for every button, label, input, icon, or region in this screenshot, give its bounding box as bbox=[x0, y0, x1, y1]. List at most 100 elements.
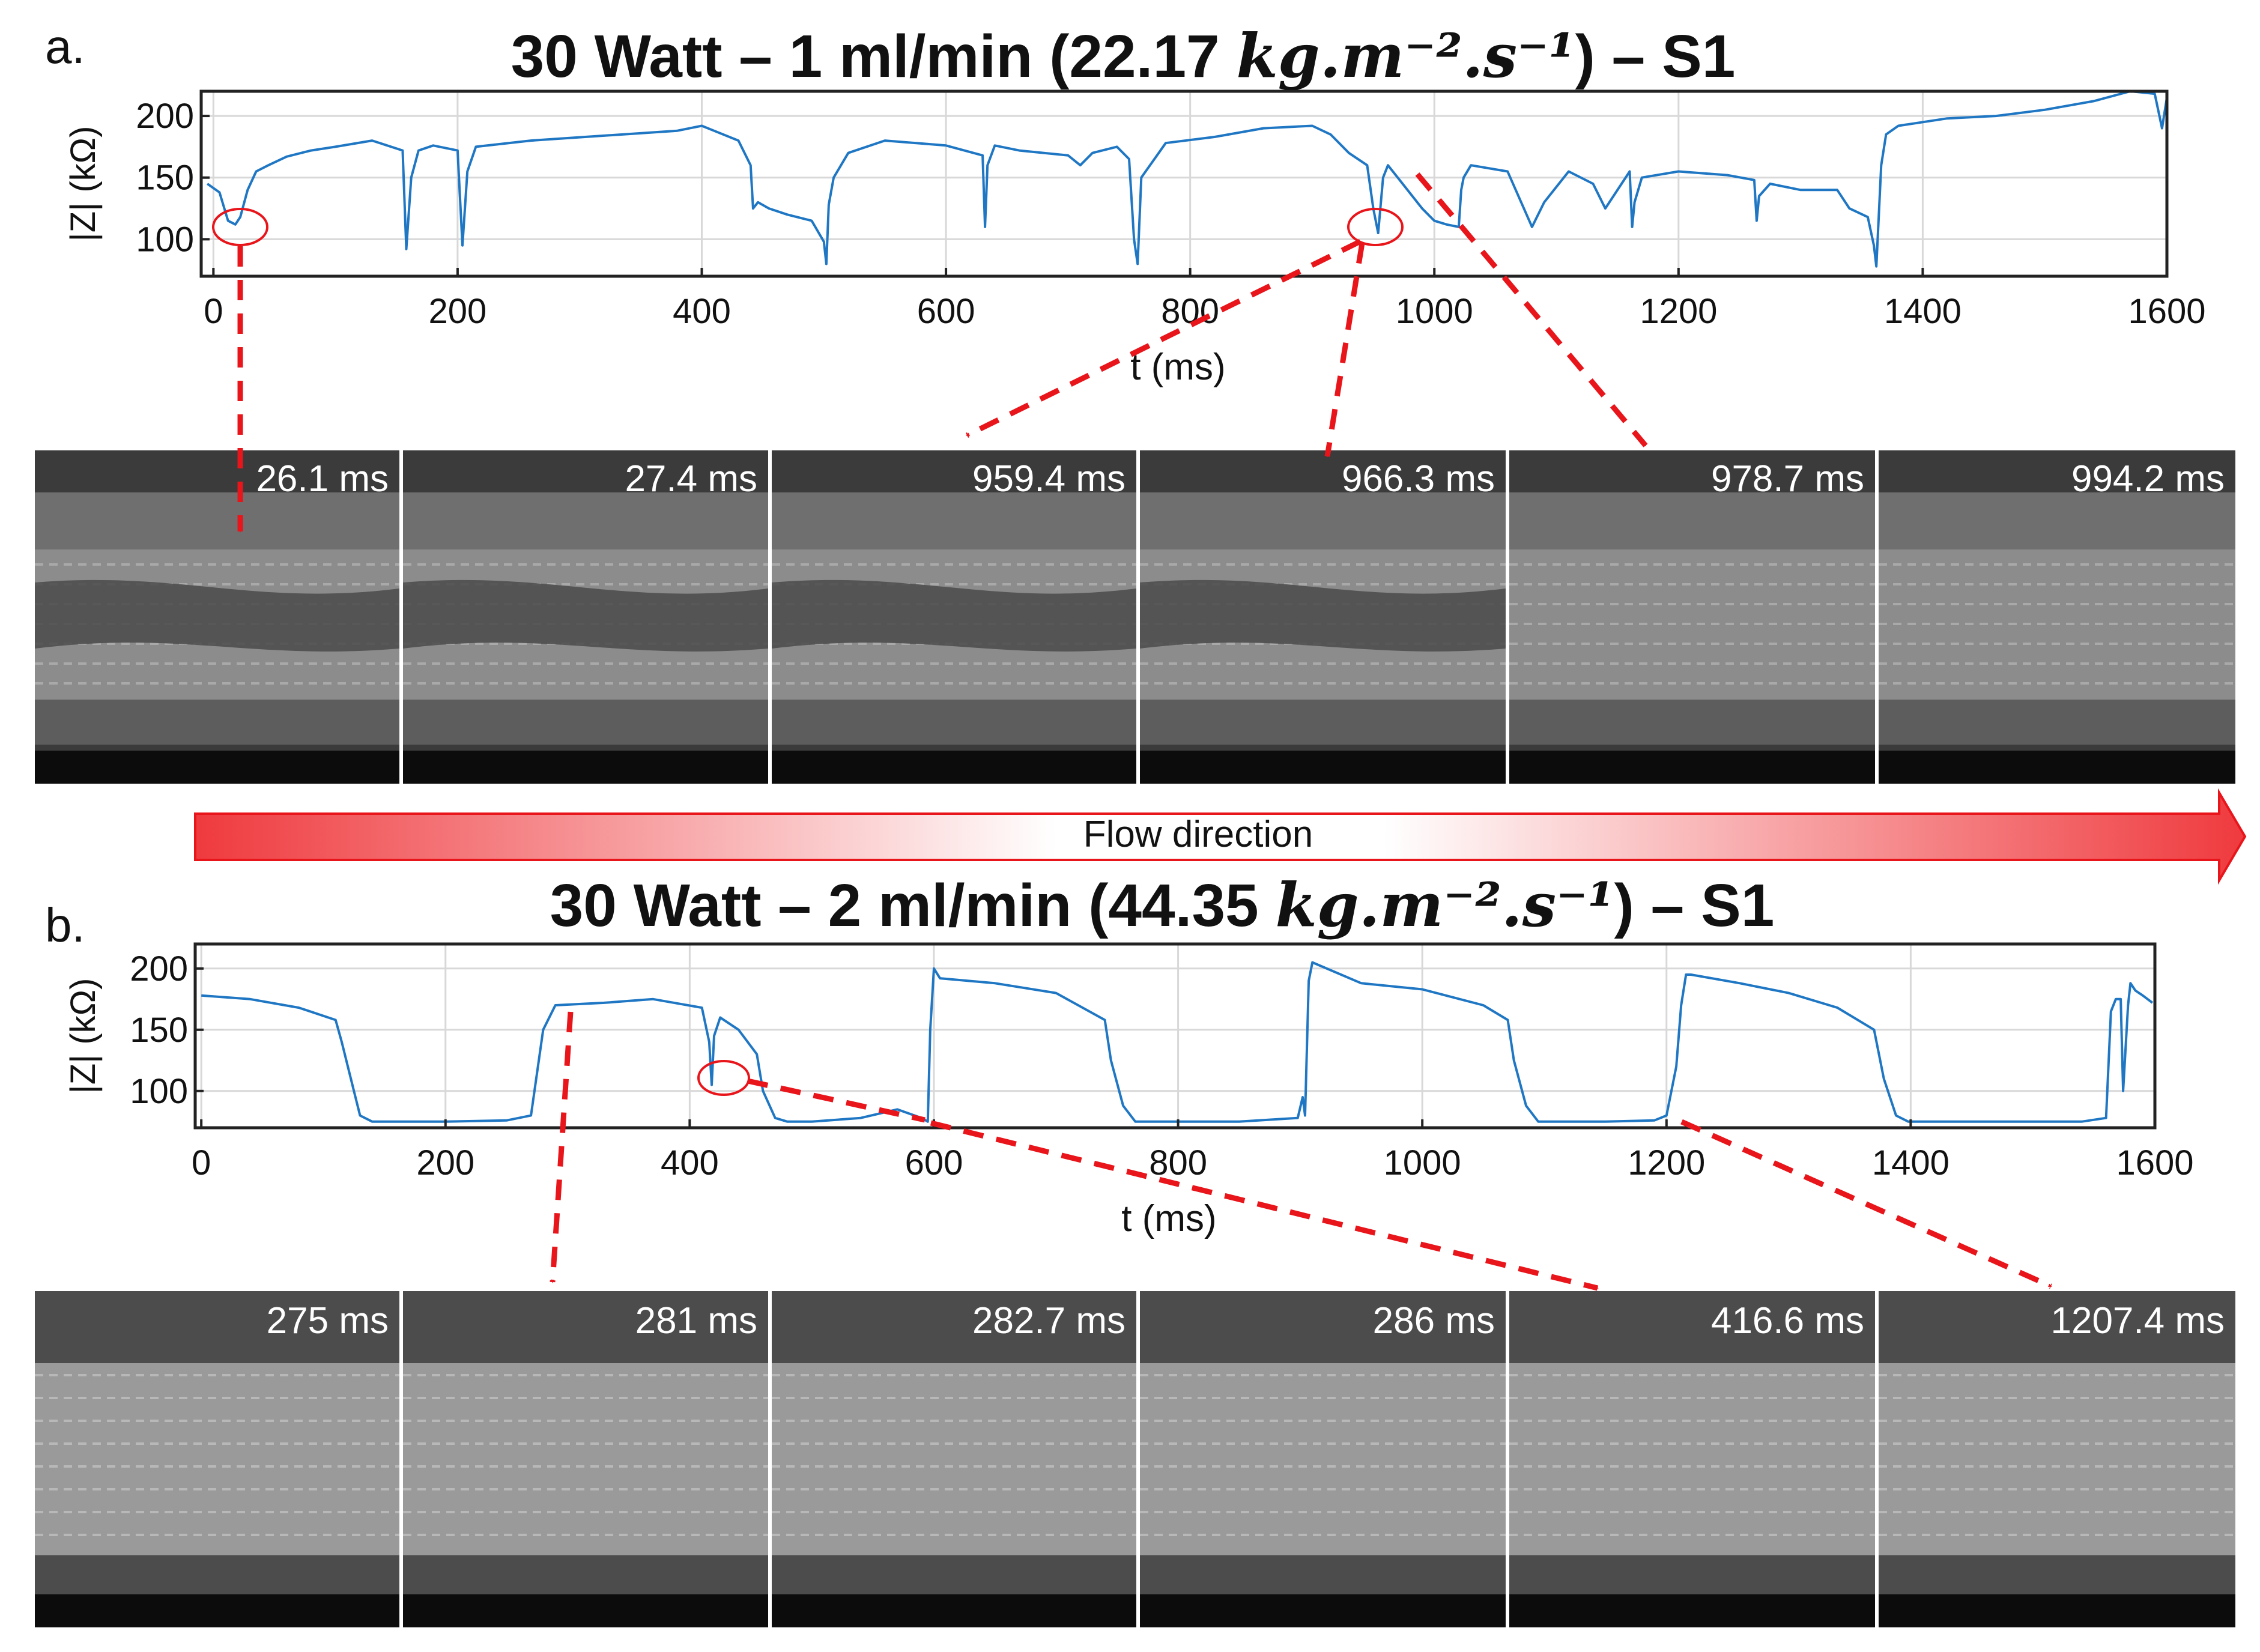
dashed-arrow-b-1 bbox=[550, 1011, 574, 1283]
frame-a-3: 959.4 ms bbox=[772, 450, 1136, 784]
chart-b-xtick-label-3: 600 bbox=[905, 1143, 963, 1182]
frame-b-timestamp: 275 ms bbox=[267, 1300, 389, 1342]
frame-b-channel bbox=[1509, 1363, 1875, 1555]
chart-b-frame bbox=[193, 942, 2157, 1130]
chart-a-title-suffix: ) – S1 bbox=[1575, 23, 1736, 90]
chart-b-xtick-label-5: 1000 bbox=[1384, 1143, 1461, 1182]
frame-a-wall-band-top bbox=[403, 492, 768, 549]
flow-direction-label: Flow direction bbox=[1083, 814, 1313, 855]
annotations bbox=[212, 172, 2052, 1291]
dashed-arrow-a-4 bbox=[1415, 172, 1648, 447]
chart-a-ytick-label-1: 150 bbox=[136, 159, 194, 198]
frames-row-b: 275 ms 281 ms 282.7 ms 286 ms 416.6 ms 1207.4… bbox=[35, 1291, 2235, 1627]
chart-a-ytick-label-0: 100 bbox=[136, 220, 194, 259]
flow-arrow-shape bbox=[194, 788, 2247, 885]
chart-b-xtick-label-0: 0 bbox=[192, 1143, 211, 1182]
frame-b-info-strip bbox=[35, 1594, 399, 1627]
frame-a-info-strip bbox=[403, 751, 768, 784]
frame-b-channel bbox=[403, 1363, 768, 1555]
chart-b-xtick-label-4: 800 bbox=[1149, 1143, 1207, 1182]
chart-b-plot-area bbox=[195, 944, 2155, 1128]
panel-b-label: b. bbox=[45, 898, 85, 952]
chart-a-ytick-label-2: 200 bbox=[136, 97, 194, 136]
frame-b-1: 275 ms bbox=[35, 1291, 399, 1627]
chart-b-ylabel: |Z| (kΩ) bbox=[64, 978, 103, 1094]
frame-b-info-strip bbox=[772, 1594, 1136, 1627]
frame-a-vapor-slug bbox=[1140, 579, 1506, 652]
frame-a-wall-band-bottom bbox=[35, 700, 399, 745]
frame-a-wall-band-bottom bbox=[1509, 700, 1875, 745]
frame-a-info-strip bbox=[772, 751, 1136, 784]
panel-a-label: a. bbox=[45, 20, 85, 73]
chart-a-xtick-label-2: 400 bbox=[673, 292, 731, 331]
highlight-circle-a-2 bbox=[1347, 208, 1404, 246]
frame-a-info-strip bbox=[1140, 751, 1506, 784]
chart-b-title-math: kg.m⁻².s⁻¹ bbox=[1275, 870, 1614, 940]
frame-b-channel bbox=[1140, 1363, 1506, 1555]
highlight-circle-a-1 bbox=[212, 208, 268, 246]
chart-a-xtick-label-4: 800 bbox=[1161, 292, 1219, 331]
chart-a-title: 30 Watt – 1 ml/min (22.17 kg.m⁻².s⁻¹) – … bbox=[511, 20, 1736, 91]
chart-a-xtick-label-8: 1600 bbox=[2128, 292, 2205, 331]
frame-b-channel bbox=[1879, 1363, 2235, 1555]
chart-b-xtick-label-6: 1200 bbox=[1628, 1143, 1705, 1182]
frame-a-wall-band-top bbox=[35, 492, 399, 549]
chart-b-xtick-label-2: 400 bbox=[661, 1143, 719, 1182]
frame-b-timestamp: 416.6 ms bbox=[1711, 1300, 1864, 1342]
frame-a-vapor-slug bbox=[403, 579, 768, 652]
highlight-circle-b-1 bbox=[697, 1060, 750, 1096]
frame-a-1: 26.1 ms bbox=[35, 450, 399, 784]
frame-a-info-strip bbox=[1879, 751, 2235, 784]
frames-row-a: 26.1 ms 27.4 ms 959.4 ms 966.3 ms 978.7 ms 99… bbox=[35, 450, 2235, 784]
frame-a-wall-band-top bbox=[1509, 492, 1875, 549]
chart-b-ytick-label-0: 100 bbox=[130, 1072, 188, 1111]
frame-a-vapor-slug bbox=[35, 579, 399, 652]
frame-a-wall-band-top bbox=[1140, 492, 1506, 549]
chart-a-series-line-0 bbox=[207, 90, 2168, 268]
frame-b-channel bbox=[772, 1363, 1136, 1555]
dashed-arrow-b-3 bbox=[1680, 1119, 2052, 1289]
frame-a-info-strip bbox=[35, 751, 399, 784]
chart-a-xlabel: t (ms) bbox=[1130, 346, 1225, 388]
flow-direction-arrow: Flow direction bbox=[194, 788, 2247, 885]
frame-a-2: 27.4 ms bbox=[403, 450, 768, 784]
frame-a-wall-band-bottom bbox=[1140, 700, 1506, 745]
chart-b-ytick-label-2: 200 bbox=[130, 949, 188, 988]
chart-a-xtick-label-3: 600 bbox=[917, 292, 975, 331]
frame-a-info-strip bbox=[1509, 751, 1875, 784]
chart-a-xtick-label-0: 0 bbox=[204, 292, 223, 331]
frame-a-wall-band-bottom bbox=[1879, 700, 2235, 745]
chart-a-plot-area bbox=[201, 91, 2167, 276]
frame-a-6: 994.2 ms bbox=[1879, 450, 2235, 784]
frame-a-timestamp: 994.2 ms bbox=[2071, 458, 2225, 500]
chart-b-xlabel: t (ms) bbox=[1121, 1198, 1216, 1239]
chart-a-title-prefix: 30 Watt – 1 ml/min (22.17 bbox=[511, 23, 1237, 90]
frame-b-6: 1207.4 ms bbox=[1879, 1291, 2235, 1627]
chart-b-title-suffix: ) – S1 bbox=[1614, 872, 1775, 939]
frame-a-5: 978.7 ms bbox=[1509, 450, 1875, 784]
chart-b-xtick-label-7: 1400 bbox=[1872, 1143, 1949, 1182]
chart-a-xtick-label-5: 1000 bbox=[1396, 292, 1473, 331]
frame-a-4: 966.3 ms bbox=[1140, 450, 1506, 784]
frame-b-info-strip bbox=[1509, 1594, 1875, 1627]
dashed-arrow-a-3 bbox=[1324, 243, 1365, 458]
chart-a-xtick-label-7: 1400 bbox=[1884, 292, 1962, 331]
frame-b-timestamp: 1207.4 ms bbox=[2050, 1300, 2225, 1342]
chart-b-ytick-label-1: 150 bbox=[130, 1011, 188, 1050]
frame-b-channel bbox=[35, 1363, 399, 1555]
chart-a-ylabel: |Z| (kΩ) bbox=[64, 126, 103, 242]
frame-a-wall-band-top bbox=[1879, 492, 2235, 549]
chart-b-xtick-label-8: 1600 bbox=[2116, 1143, 2193, 1182]
frame-a-wall-band-bottom bbox=[772, 700, 1136, 745]
dashed-arrow-b-2 bbox=[930, 1120, 1599, 1291]
chart-b: 0 200 400 600 800 1000 1200 1400 1600 100 150 200 t … bbox=[64, 942, 2194, 1239]
frame-b-2: 281 ms bbox=[403, 1291, 768, 1627]
chart-a-title-math: kg.m⁻².s⁻¹ bbox=[1236, 20, 1575, 91]
chart-a: 0 200 400 600 800 1000 1200 1400 1600 100 150 200 t … bbox=[64, 89, 2206, 388]
dashed-arrow-a-2 bbox=[966, 238, 1362, 438]
dashed-line-b-2 bbox=[747, 1078, 926, 1123]
chart-a-xtick-label-1: 200 bbox=[429, 292, 487, 331]
frame-a-wall-band-top bbox=[772, 492, 1136, 549]
